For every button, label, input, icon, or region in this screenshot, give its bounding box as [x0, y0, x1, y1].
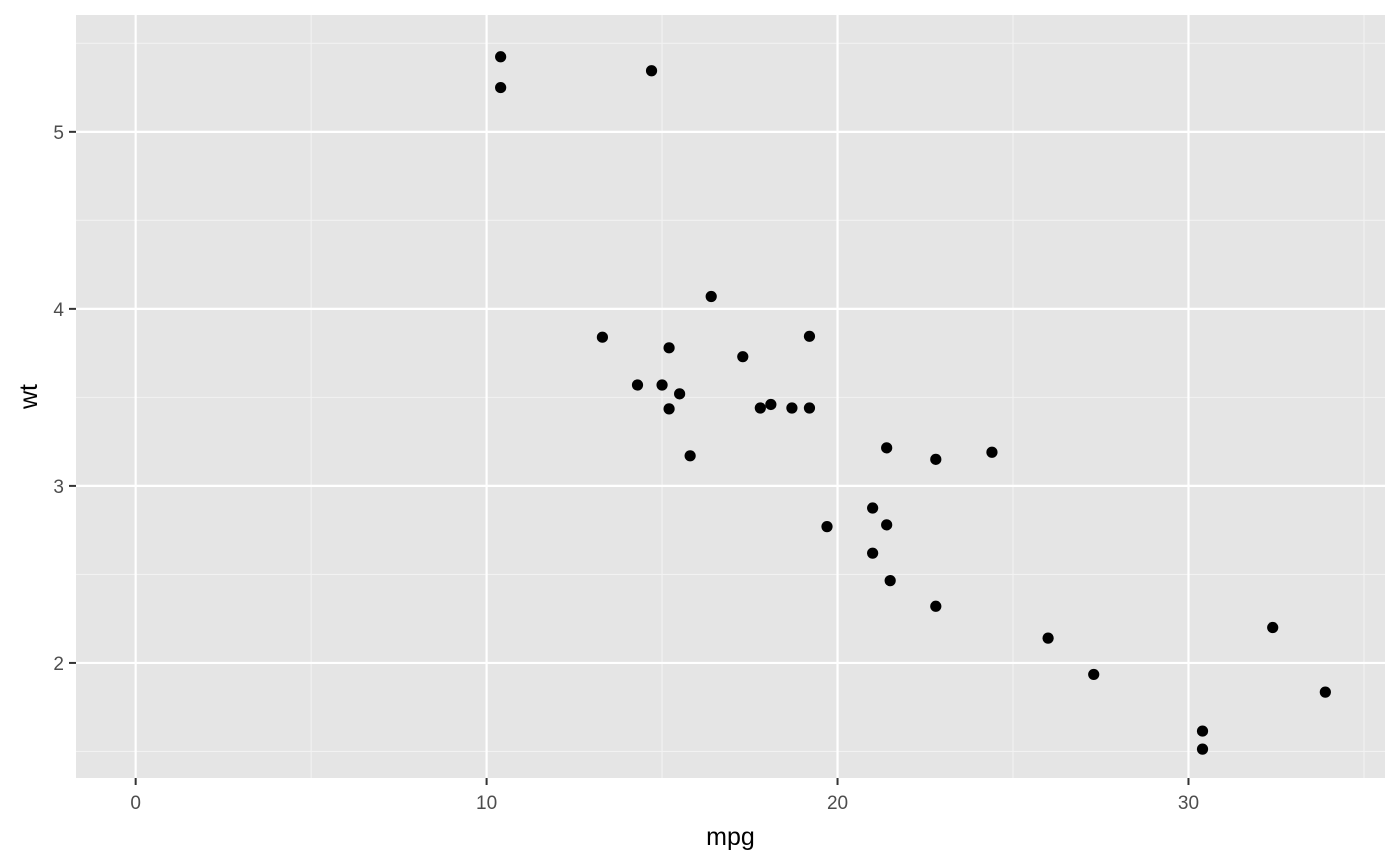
data-point [705, 290, 717, 303]
data-point [803, 330, 816, 342]
data-point [737, 351, 749, 363]
y-tick-label: 4 [53, 300, 64, 321]
y-tick-label: 5 [53, 123, 64, 144]
data-point [663, 403, 675, 415]
data-point [1196, 743, 1209, 755]
data-point [1319, 686, 1331, 698]
x-tick-label: 10 [476, 793, 497, 814]
data-point [930, 453, 942, 465]
data-point [821, 521, 833, 533]
data-point [786, 402, 798, 414]
data-point [930, 600, 942, 612]
x-tick-label: 30 [1178, 793, 1199, 814]
data-point [663, 342, 675, 354]
data-point [881, 519, 893, 531]
data-point [1267, 621, 1279, 634]
x-axis-ticks: 0 10 20 30 [130, 778, 1199, 814]
data-points [495, 51, 1331, 755]
data-point [674, 388, 686, 400]
data-point [645, 65, 658, 77]
y-axis-title: wt [15, 384, 43, 410]
panel-background [76, 15, 1385, 778]
data-point [986, 446, 998, 458]
grid-minor-lines [76, 15, 1385, 778]
y-axis-ticks: 2 3 4 5 [53, 123, 76, 675]
data-point [754, 402, 766, 414]
data-point [684, 450, 696, 462]
x-tick-label: 20 [827, 793, 848, 814]
data-point [631, 379, 644, 391]
y-tick-label: 2 [53, 654, 64, 675]
data-point [656, 379, 668, 391]
data-point [803, 402, 816, 414]
data-point [765, 398, 777, 411]
data-point [884, 575, 896, 587]
x-axis-title: mpg [706, 823, 755, 851]
data-point [867, 502, 879, 514]
data-point [495, 51, 507, 63]
data-point [881, 442, 893, 454]
grid-major-lines [76, 15, 1385, 778]
y-tick-label: 3 [53, 477, 64, 498]
data-point [1088, 668, 1100, 681]
data-point [596, 331, 609, 343]
data-point [495, 81, 507, 94]
x-tick-label: 0 [130, 793, 141, 814]
data-point [1196, 725, 1209, 737]
data-point [867, 547, 879, 559]
data-point [1042, 632, 1054, 644]
